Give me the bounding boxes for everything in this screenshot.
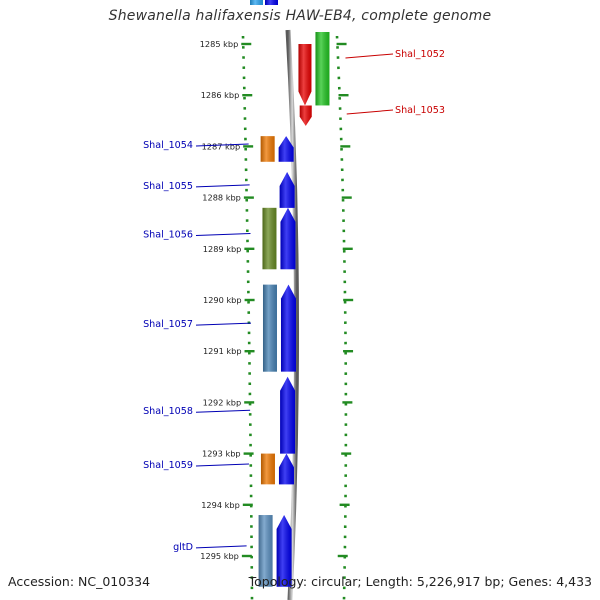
cog-block-shal-1054-shade [260, 136, 275, 162]
cog-block-shal-1056-shade [262, 207, 277, 270]
tick-ruler-right [335, 35, 348, 600]
genome-backbone [285, 29, 300, 600]
tick-label: 1291 kbp [203, 346, 242, 356]
gene-label-shal-1056[interactable]: Shal_1056 [143, 230, 193, 241]
cds-arrow-gltd-shade [276, 515, 292, 587]
accession-text: Accession: NC_010334 [8, 574, 151, 589]
cds-arrow-shal-1057-shade [280, 284, 296, 372]
cds-arrow-shal-1054-shade [278, 136, 294, 162]
gene-label-shal-1057[interactable]: Shal_1057 [143, 319, 193, 330]
tick-label: 1293 kbp [202, 449, 241, 459]
cds-arrow-shal-1059-shade [278, 453, 294, 485]
cog-block-shal-1057-shade [262, 284, 277, 372]
tick-label: 1287 kbp [202, 141, 241, 151]
label-layer: Shal_1052 Shal_1053 Shal_1054 Shal_1055 Shal… [143, 49, 445, 553]
top-partial-cog-block-shade [250, 0, 263, 5]
gene-label-gltd[interactable]: gltD [173, 542, 193, 553]
tick-label: 1288 kbp [202, 193, 241, 203]
leader-line-gltd [195, 545, 247, 549]
genome-summary-text: Topology: circular; Length: 5,226,917 bp… [248, 574, 592, 589]
tick-label: 1286 kbp [201, 90, 240, 100]
cog-block-gltd-shade [258, 515, 273, 587]
leader-line-shal-1058 [195, 409, 251, 413]
gene-label-shal-1052[interactable]: Shal_1052 [395, 49, 445, 60]
tick-label: 1294 kbp [201, 500, 240, 510]
tick-label: 1295 kbp [200, 551, 239, 561]
top-partial-cds-block-shade [265, 0, 278, 5]
cog-arrow-shal-1053-shade [299, 105, 312, 126]
tick-label: 1285 kbp [200, 39, 239, 49]
tick-label: 1292 kbp [203, 397, 242, 407]
cog-block-shal-1059-shade [260, 453, 275, 485]
leader-line-shal-1059 [195, 463, 249, 467]
leader-line-shal-1054 [195, 143, 249, 147]
gene-label-shal-1053[interactable]: Shal_1053 [395, 105, 445, 116]
leader-line-shal-1057 [195, 322, 252, 326]
cog-arrow-shal-1052-shade [298, 44, 312, 106]
leader-line-shal-1053 [346, 109, 394, 115]
cds-block-shal-1052-shade [315, 32, 330, 106]
leader-line-shal-1055 [195, 184, 250, 188]
gene-label-shal-1054[interactable]: Shal_1054 [143, 140, 193, 151]
gene-label-shal-1055[interactable]: Shal_1055 [143, 181, 193, 192]
cds-arrow-shal-1055-shade [279, 172, 295, 208]
gene-label-shal-1058[interactable]: Shal_1058 [143, 406, 193, 417]
tick-label: 1289 kbp [203, 244, 242, 254]
gene-label-shal-1059[interactable]: Shal_1059 [143, 460, 193, 471]
tick-label: 1290 kbp [203, 295, 242, 305]
leader-line-shal-1056 [195, 233, 251, 237]
map-title: Shewanella halifaxensis HAW-EB4, complet… [108, 8, 492, 24]
cds-arrow-shal-1058-shade [280, 376, 296, 454]
tick-ruler-left [241, 35, 254, 600]
tick-layer: 1285 kbp 1286 kbp 1287 kbp 1288 kbp 1289 kbp… [200, 35, 354, 600]
gene-layer [250, 0, 330, 587]
leader-line-shal-1052 [345, 53, 394, 59]
cds-arrow-shal-1056-shade [280, 207, 296, 270]
